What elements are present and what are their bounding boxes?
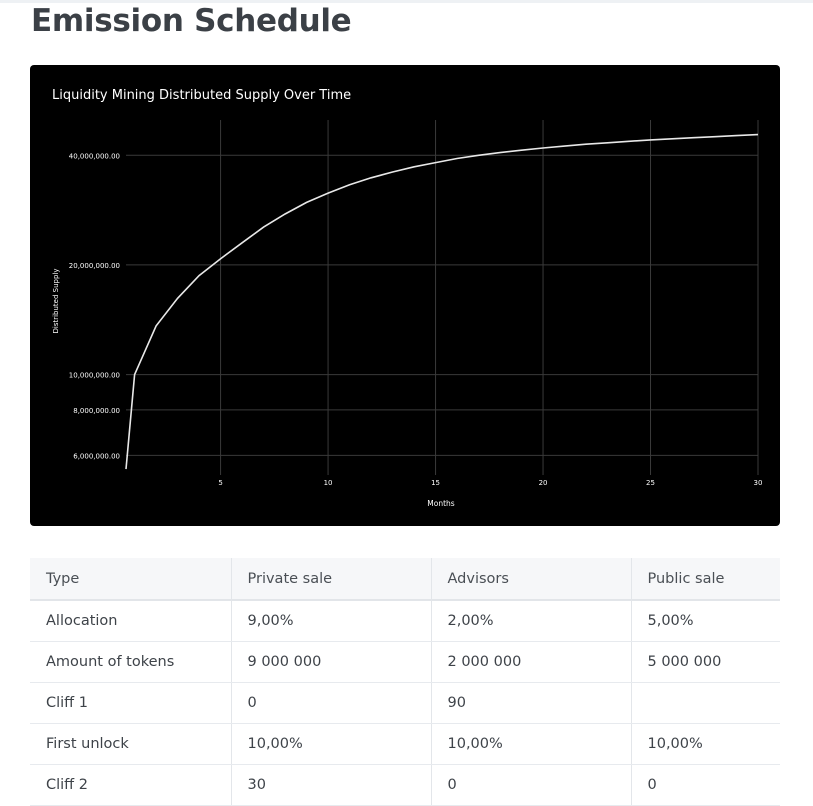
x-tick-label: 20 bbox=[539, 479, 548, 487]
table-cell: 10,00% bbox=[231, 723, 432, 765]
table-cell: 2,00% bbox=[431, 600, 632, 642]
table-cell: First unlock bbox=[30, 723, 232, 765]
y-tick-label: 10,000,000.00 bbox=[69, 372, 120, 380]
table-cell: 5 000 000 bbox=[631, 641, 780, 683]
chart-svg: Liquidity Mining Distributed Supply Over… bbox=[52, 88, 762, 508]
table-row: First unlock 10,00% 10,00% 10,00% bbox=[30, 723, 780, 765]
table-cell: Cliff 1 bbox=[30, 682, 232, 724]
header-private-sale: Private sale bbox=[231, 558, 432, 601]
table-cell: 0 bbox=[431, 764, 632, 806]
table-cell: Cliff 2 bbox=[30, 764, 232, 806]
x-tick-label: 10 bbox=[324, 479, 333, 487]
series-line bbox=[125, 133, 759, 470]
table-cell: Allocation bbox=[30, 600, 232, 642]
chart-grid bbox=[126, 120, 759, 475]
table-cell: 90 bbox=[431, 682, 632, 724]
table-row: Allocation 9,00% 2,00% 5,00% bbox=[30, 600, 780, 642]
page-title: Emission Schedule bbox=[31, 3, 352, 39]
table-cell: 0 bbox=[631, 764, 780, 806]
y-tick-label: 40,000,000.00 bbox=[69, 152, 120, 160]
y-axis-label: Distributed Supply bbox=[52, 268, 60, 333]
table-cell: 9 000 000 bbox=[231, 641, 432, 683]
header-public-sale: Public sale bbox=[631, 558, 780, 601]
x-axis-label: Months bbox=[427, 499, 455, 508]
x-tick-label: 5 bbox=[218, 479, 222, 487]
table-cell: Amount of tokens bbox=[30, 641, 232, 683]
y-tick-label: 6,000,000.00 bbox=[73, 452, 120, 460]
table-cell: 0 bbox=[231, 682, 432, 724]
supply-chart: Liquidity Mining Distributed Supply Over… bbox=[30, 65, 780, 526]
y-axis-ticks: 6,000,000.00 8,000,000.00 10,000,000.00 20,… bbox=[69, 152, 120, 460]
table-row: Cliff 2 30 0 0 bbox=[30, 764, 780, 806]
x-axis-ticks: 5 10 15 20 25 30 bbox=[218, 479, 762, 487]
table-header-row: Type Private sale Advisors Public sale bbox=[30, 558, 780, 601]
table-cell: 10,00% bbox=[631, 723, 780, 765]
table-row: Cliff 1 0 90 bbox=[30, 682, 780, 724]
top-bar bbox=[0, 0, 813, 3]
table-row: Amount of tokens 9 000 000 2 000 000 5 0… bbox=[30, 641, 780, 683]
chart-title: Liquidity Mining Distributed Supply Over… bbox=[52, 88, 351, 103]
y-tick-label: 20,000,000.00 bbox=[69, 262, 120, 270]
y-tick-label: 8,000,000.00 bbox=[73, 407, 120, 415]
header-advisors: Advisors bbox=[431, 558, 632, 601]
table-cell: 10,00% bbox=[431, 723, 632, 765]
table-cell: 30 bbox=[231, 764, 432, 806]
allocation-table: Type Private sale Advisors Public sale A… bbox=[30, 558, 780, 806]
table-cell: 9,00% bbox=[231, 600, 432, 642]
table-cell: 5,00% bbox=[631, 600, 780, 642]
x-tick-label: 30 bbox=[754, 479, 763, 487]
x-tick-label: 25 bbox=[646, 479, 655, 487]
table-cell: 2 000 000 bbox=[431, 641, 632, 683]
header-type: Type bbox=[30, 558, 232, 601]
table-cell bbox=[631, 682, 780, 724]
x-tick-label: 15 bbox=[431, 479, 440, 487]
